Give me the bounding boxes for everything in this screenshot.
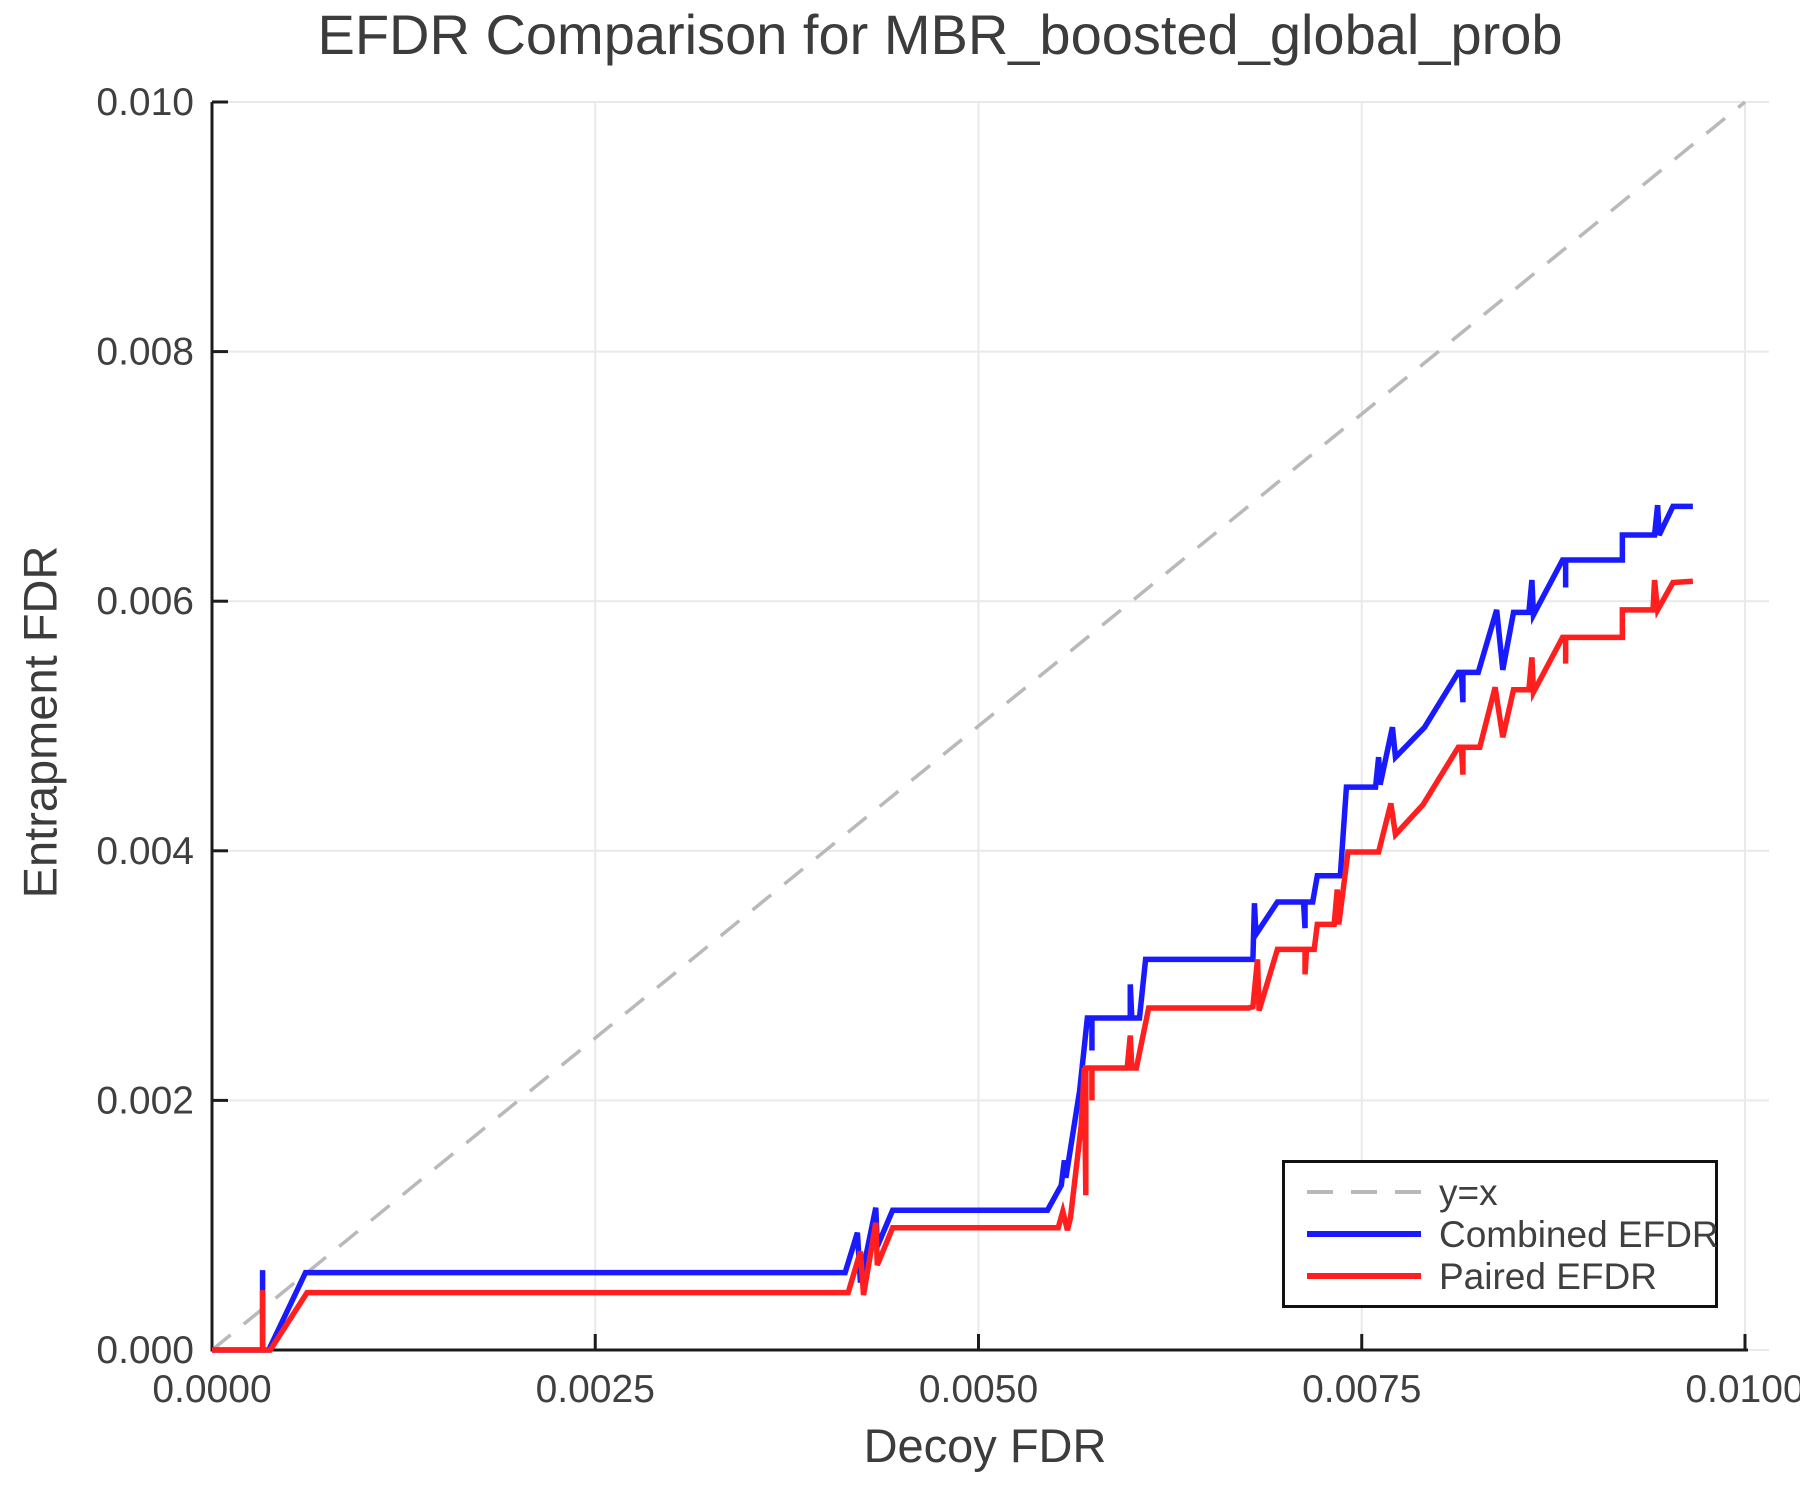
chart-title: EFDR Comparison for MBR_boosted_global_p… — [317, 3, 1563, 66]
x-tick-label: 0.0025 — [536, 1368, 655, 1411]
y-tick-label: 0.010 — [96, 81, 194, 124]
combined-efdr-line — [212, 503, 1693, 1353]
x-tick-label: 0.0100 — [1685, 1368, 1800, 1411]
combined-efdr-line-sample — [1307, 1231, 1421, 1237]
y-tick-label: 0.002 — [96, 1079, 194, 1122]
y-axis-title: Entrapment FDR — [13, 545, 67, 899]
x-tick-label: 0.0050 — [919, 1368, 1038, 1411]
y-tick-label: 0.004 — [96, 830, 194, 873]
x-tick-label: 0.0075 — [1302, 1368, 1421, 1411]
legend-label: Paired EFDR — [1439, 1255, 1657, 1297]
legend-item: Combined EFDR — [1305, 1213, 1719, 1255]
legend-item: Paired EFDR — [1305, 1255, 1715, 1297]
x-axis-title: Decoy FDR — [863, 1419, 1107, 1472]
reference-line-sample — [1307, 1190, 1421, 1194]
y-tick-label: 0.006 — [96, 580, 194, 623]
legend-item: y=x — [1305, 1171, 1715, 1213]
y-tick-label: 0.008 — [96, 331, 194, 374]
legend-label: Combined EFDR — [1439, 1213, 1719, 1255]
legend-label: y=x — [1439, 1171, 1498, 1213]
legend: y=x Combined EFDR Paired EFDR — [1282, 1160, 1719, 1308]
paired-efdr-line-sample — [1307, 1273, 1421, 1279]
x-tick-label: 0.0000 — [152, 1368, 271, 1411]
reference-line — [210, 100, 1747, 1352]
y-tick-label: 0.000 — [96, 1329, 194, 1372]
paired-efdr-line — [212, 578, 1694, 1353]
